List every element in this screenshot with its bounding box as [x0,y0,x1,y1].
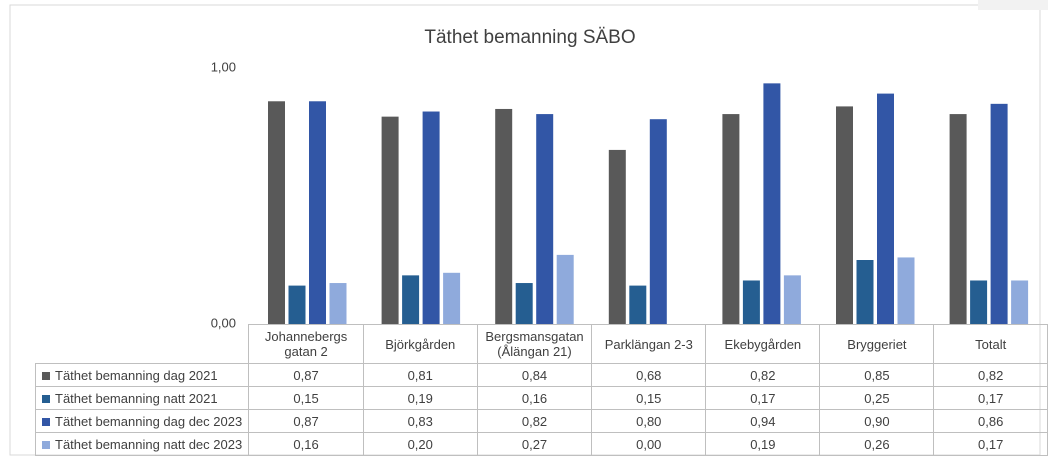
legend-entry: Täthet bemanning dag dec 2023 [34,409,250,433]
bar [515,283,533,324]
legend-swatch [42,440,50,449]
category-label: Totalt [933,324,1048,364]
bar [877,93,894,324]
bar [836,106,853,325]
value-cell: 0,17 [933,386,1048,410]
value-cell: 0,80 [591,409,707,433]
table-header-row: Johannebergs gatan 2 Björkgården Bergsmans… [36,324,1048,364]
value-cell: 0,25 [819,386,935,410]
bar [629,285,647,324]
bar [495,108,513,325]
category-label: Björkgården [362,324,478,364]
bar [990,103,1008,324]
bar [443,272,461,324]
value-cell: 0,81 [362,363,478,387]
corner-shape [978,0,1048,10]
value-cell: 0,82 [476,409,593,433]
value-cell: 0,82 [933,363,1048,387]
chart-title: Täthet bemanning SÄBO [424,27,635,48]
value-cell: 0,27 [476,432,593,456]
value-cell: 0,84 [476,363,593,387]
value-cell: 0,19 [362,386,478,410]
value-cell: 0,20 [362,432,478,456]
bar [897,257,915,324]
category-label: Bryggeriet [819,324,935,364]
table-row: Täthet bemanning natt dec 2023 0,16 0,20 0,… [34,432,1048,456]
category-label: Johannebergs gatan 2 [248,324,364,364]
value-cell: 0,26 [819,432,935,456]
bar [288,285,306,324]
legend-label: Täthet bemanning dag 2021 [55,367,218,383]
bar [783,275,801,324]
value-cell: 0,16 [248,432,364,456]
value-cell: 0,68 [591,363,707,387]
bar [536,114,554,324]
bar [970,280,988,324]
value-cell: 0,19 [705,432,821,456]
category-label: Bergsmansgatan (Ålängan 21) [476,324,593,364]
bar [268,101,285,324]
value-cell: 0,87 [248,363,364,387]
value-cell: 0,87 [248,409,364,433]
y-tick-label: 1,00 [211,59,236,74]
value-cell: 0,85 [819,363,935,387]
legend-label: Täthet bemanning dag dec 2023 [55,413,243,429]
blank-cell [36,325,249,364]
bar [309,101,326,324]
bar [742,280,760,324]
table-row: Täthet bemanning dag 2021 0,87 0,81 0,84 0,6… [34,363,1048,387]
table-row: Täthet bemanning natt 2021 0,15 0,19 0,16 0,… [34,386,1048,410]
legend-swatch [42,371,50,380]
bar [649,119,667,324]
legend-entry: Täthet bemanning dag 2021 [34,363,250,387]
bar [1011,280,1029,324]
legend-swatch [42,417,50,426]
bar [422,111,440,325]
bar [329,283,347,324]
value-cell: 0,15 [591,386,707,410]
value-cell: 0,82 [705,363,821,387]
bar [949,114,967,324]
value-cell: 0,00 [591,432,707,456]
value-cell: 0,94 [705,409,821,433]
value-cell: 0,90 [819,409,935,433]
bar [556,254,574,324]
value-cell: 0,17 [933,432,1048,456]
bar [856,260,874,324]
value-cell: 0,15 [248,386,364,410]
legend-label: Täthet bemanning natt dec 2023 [55,436,243,452]
value-cell: 0,17 [705,386,821,410]
bar [608,149,626,324]
table-row: Täthet bemanning dag dec 2023 0,87 0,83 0,8… [34,409,1048,433]
bar [402,275,420,324]
legend-entry: Täthet bemanning natt 2021 [34,386,250,410]
legend-swatch [42,394,50,403]
value-cell: 0,86 [933,409,1048,433]
y-tick-label: 0,00 [211,315,236,330]
legend-entry: Täthet bemanning natt dec 2023 [34,432,250,456]
value-cell: 0,16 [476,386,593,410]
data-table: Johannebergs gatan 2 Björkgården Bergsmans… [34,324,1048,456]
legend-label: Täthet bemanning natt 2021 [55,390,218,406]
bar [763,83,781,324]
category-label: Parklängan 2-3 [591,324,707,364]
category-label: Ekebygården [705,324,821,364]
bar [381,116,399,324]
bar [722,114,740,324]
value-cell: 0,83 [362,409,478,433]
